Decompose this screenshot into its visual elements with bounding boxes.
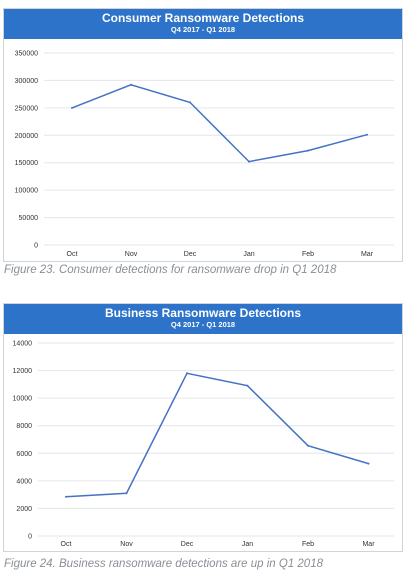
chart-subtitle: Q4 2017 - Q1 2018 <box>170 320 236 329</box>
x-tick-label: Mar <box>361 251 374 258</box>
y-tick-label: 12000 <box>13 368 33 375</box>
data-point <box>189 101 191 104</box>
x-tick-label: Feb <box>302 541 314 548</box>
x-tick-label: Nov <box>125 251 138 258</box>
data-point <box>246 384 249 387</box>
y-tick-label: 150000 <box>15 160 38 167</box>
y-tick-label: 6000 <box>16 451 32 458</box>
data-point <box>307 149 309 152</box>
business-ransomware-chart: Business Ransomware Detections Q4 2017 -… <box>3 303 403 552</box>
y-tick-label: 8000 <box>16 423 32 430</box>
data-point <box>366 133 368 136</box>
chart-subtitle: Q4 2017 - Q1 2018 <box>170 25 236 34</box>
x-tick-label: Mar <box>362 541 375 548</box>
data-point <box>367 462 370 465</box>
x-tick-label: Oct <box>61 541 72 548</box>
x-tick-label: Nov <box>120 541 133 548</box>
consumer-ransomware-chart: Consumer Ransomware Detections Q4 2017 -… <box>3 8 403 262</box>
data-point <box>248 160 250 163</box>
x-tick-label: Dec <box>184 251 197 258</box>
y-tick-label: 100000 <box>15 188 38 195</box>
data-point <box>125 492 128 495</box>
data-point <box>71 106 73 109</box>
figure-caption: Figure 23. Consumer detections for ranso… <box>4 264 337 276</box>
y-tick-label: 300000 <box>15 78 38 85</box>
chart-header: Business Ransomware Detections Q4 2017 -… <box>4 304 402 334</box>
data-point <box>130 83 132 86</box>
chart-header: Consumer Ransomware Detections Q4 2017 -… <box>4 9 402 39</box>
data-point <box>186 372 188 375</box>
series-line <box>65 372 369 498</box>
chart-title: Consumer Ransomware Detections <box>101 11 305 25</box>
data-point <box>307 444 309 447</box>
consumer-line-chart: 0 50000 100000 150000 200000 250000 300000 3500… <box>15 51 394 258</box>
series-line <box>71 84 368 163</box>
x-tick-label: Dec <box>181 541 194 548</box>
y-tick-label: 2000 <box>16 506 32 513</box>
y-tick-label: 4000 <box>16 478 32 485</box>
y-tick-label: 14000 <box>13 341 33 348</box>
y-tick-label: 200000 <box>15 133 38 140</box>
y-tick-label: 50000 <box>19 215 39 222</box>
y-tick-label: 350000 <box>15 51 38 58</box>
chart-title: Business Ransomware Detections <box>104 306 302 320</box>
x-tick-label: Oct <box>67 251 78 258</box>
y-tick-label: 0 <box>34 243 38 250</box>
x-tick-label: Jan <box>243 251 254 258</box>
y-tick-label: 250000 <box>15 105 38 112</box>
business-line-chart: 0 2000 4000 6000 8000 10000 12000 14000 Oct Nov De… <box>13 341 394 548</box>
y-tick-label: 10000 <box>13 396 33 403</box>
x-tick-label: Jan <box>242 541 253 548</box>
data-point <box>65 495 67 498</box>
x-tick-label: Feb <box>302 251 314 258</box>
chart-plot-area: 0 2000 4000 6000 8000 10000 12000 14000 Oct Nov De… <box>4 334 402 551</box>
chart-plot-area: 0 50000 100000 150000 200000 250000 300000 3500… <box>4 39 402 261</box>
y-tick-label: 0 <box>28 534 32 541</box>
figure-caption: Figure 24. Business ransomware detection… <box>4 558 323 570</box>
